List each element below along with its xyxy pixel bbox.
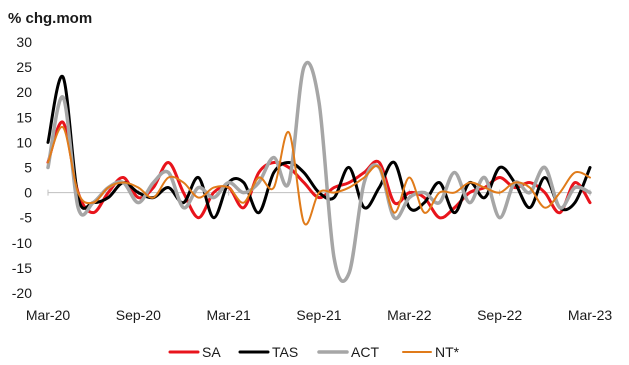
legend-label-sa: SA: [202, 344, 221, 360]
x-tick-label: Mar-20: [26, 307, 71, 323]
legend-label-act: ACT: [351, 344, 379, 360]
y-tick-label: 15: [16, 109, 32, 125]
legend-label-nt: NT*: [435, 344, 460, 360]
series-line-nt: [47, 126, 591, 226]
series-line-tas: [46, 74, 592, 220]
y-axis-ticks: 30 25 20 15 10 5 0 -5 -10 -15 -20: [12, 34, 32, 301]
y-tick-label: 5: [24, 160, 32, 176]
series-lines: [46, 60, 592, 283]
legend-label-tas: TAS: [272, 344, 298, 360]
series-line-sa: [46, 120, 592, 220]
y-tick-label: 10: [16, 134, 32, 150]
y-tick-label: 30: [16, 34, 32, 50]
y-tick-label: 20: [16, 84, 32, 100]
y-tick-label: -5: [20, 210, 33, 226]
y-tick-label: -10: [12, 235, 32, 251]
x-tick-label: Sep-20: [116, 307, 161, 323]
series-line-act: [46, 60, 592, 283]
x-tick-label: Sep-22: [477, 307, 522, 323]
legend: SA TAS ACT NT*: [168, 344, 460, 360]
x-axis: Mar-20 Sep-20 Mar-21 Sep-21 Mar-22 Sep-22 Mar-…: [26, 189, 613, 323]
x-tick-label: Mar-21: [206, 307, 251, 323]
y-axis-title: % chg.mom: [8, 10, 92, 27]
y-tick-label: -20: [12, 285, 32, 301]
y-tick-label: -15: [12, 260, 32, 276]
y-tick-label: 0: [24, 185, 32, 201]
x-tick-label: Mar-22: [387, 307, 432, 323]
x-tick-label: Sep-21: [296, 307, 341, 323]
y-tick-label: 25: [16, 59, 32, 75]
x-tick-label: Mar-23: [568, 307, 613, 323]
